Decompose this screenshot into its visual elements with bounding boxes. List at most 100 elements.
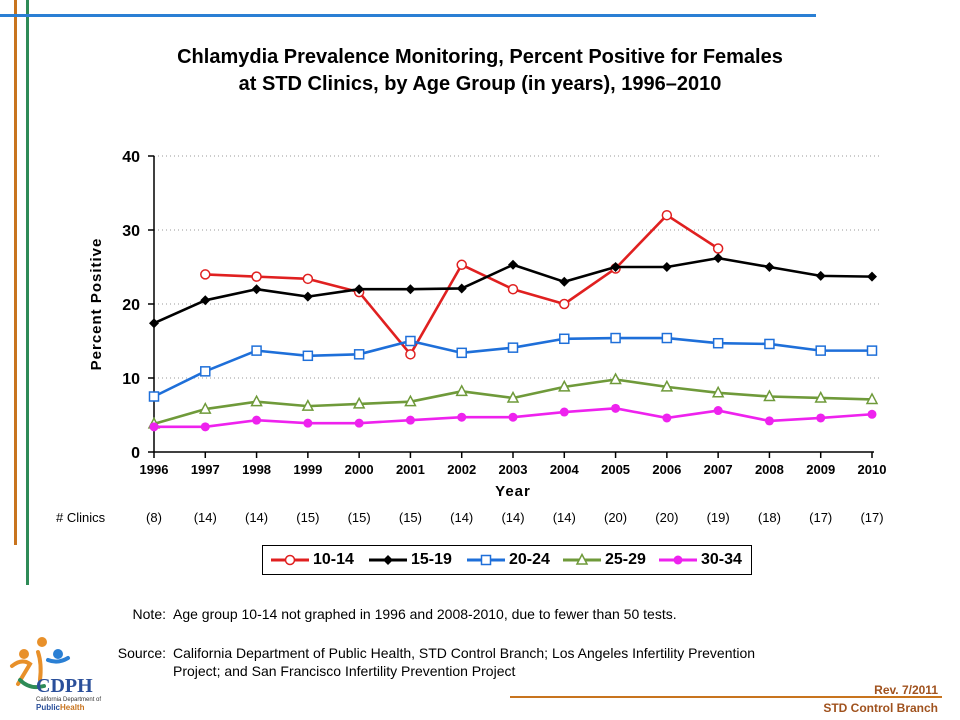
x-tick-label-1998: 1998: [242, 462, 271, 477]
point-20-24-2008: [764, 338, 775, 350]
left-green-rule: [26, 0, 29, 585]
series-lines: [147, 209, 879, 432]
point-30-34-2000: [354, 418, 364, 428]
y-tick-label-40: 40: [122, 149, 140, 166]
y-tick-label-30: 30: [122, 223, 140, 240]
point-30-34-1998: [252, 415, 262, 425]
legend-label-30-34: 30-34: [701, 551, 742, 568]
point-20-24-1998: [251, 345, 262, 356]
point-25-29-2004: [558, 379, 571, 392]
source-label: Source:: [117, 645, 166, 661]
logo-abbrev: CDPH: [36, 675, 93, 697]
line-chart: 0 10 20 30 40 1996 1997 1998 1999 2000 2001 2002 200…: [88, 149, 886, 500]
clinics-count-2001: (15): [398, 510, 422, 525]
x-tick-label-2002: 2002: [447, 462, 476, 477]
series-30-34: [149, 403, 877, 432]
point-25-29-2005: [609, 372, 622, 385]
clinics-count-2000: (15): [347, 510, 371, 525]
legend-label-25-29: 25-29: [605, 551, 646, 568]
x-tick-label-2009: 2009: [806, 462, 835, 477]
point-20-24-1997: [200, 366, 211, 377]
note-text: Age group 10-14 not graphed in 1996 and …: [173, 606, 677, 622]
legend-swatch-30-34: [659, 555, 697, 565]
clinics-count-2003: (14): [501, 510, 525, 525]
point-20-24-2002: [456, 347, 467, 359]
point-30-34-2002: [457, 412, 467, 422]
legend-label-10-14: 10-14: [313, 551, 354, 568]
clinics-count-1996: (8): [146, 510, 162, 525]
legend-swatch-10-14: [271, 554, 309, 566]
point-20-24-2003: [507, 342, 519, 353]
point-30-34-2010: [867, 409, 877, 419]
x-tick-label-2000: 2000: [345, 462, 374, 477]
cdph-logo-graphic: CDPH California Department of PublicHeal…: [10, 637, 101, 712]
point-25-29-2010: [865, 392, 879, 405]
point-15-19-1996: [149, 318, 159, 329]
point-15-19-2010: [867, 271, 877, 282]
point-15-19-1999: [302, 291, 313, 302]
point-20-24-2009: [815, 345, 826, 356]
x-tick-label-2008: 2008: [755, 462, 784, 477]
point-25-29-1999: [301, 399, 315, 411]
point-15-19-2001: [405, 284, 416, 295]
left-orange-rule: [14, 0, 17, 545]
point-10-14-1999: [302, 273, 314, 285]
point-30-34-2004: [559, 407, 569, 417]
legend-label-15-19: 15-19: [411, 551, 452, 568]
clinics-count-1997: (14): [193, 510, 217, 525]
clinics-count-2008: (18): [757, 510, 781, 525]
legend-item-20-24: 20-24: [465, 546, 560, 574]
axes: 0 10 20 30 40 1996 1997 1998 1999 2000 2001 2002 200…: [122, 149, 886, 477]
grid-lines: [154, 155, 880, 379]
point-25-29-1998: [250, 394, 263, 407]
clinics-count-2009: (17): [809, 510, 833, 525]
point-25-29-2009: [814, 390, 827, 403]
point-10-14-2001: [405, 349, 416, 360]
chart-title: Chlamydia Prevalence Monitoring, Percent…: [80, 44, 880, 98]
x-tick-label-2006: 2006: [652, 462, 681, 477]
point-25-29-2003: [506, 390, 520, 403]
legend-swatch-20-24: [467, 554, 505, 566]
clinics-count-row: # Clinics (8) (14) (14) (15) (15) (15) (14) (14…: [0, 510, 960, 530]
cdph-logo: CDPH California Department of PublicHeal…: [8, 630, 118, 715]
legend-item-10-14: 10-14: [269, 546, 364, 574]
point-25-29-2006: [660, 379, 674, 392]
series-25-29: [147, 372, 879, 429]
point-20-24-1996: [148, 391, 160, 402]
point-10-14-2006: [661, 209, 673, 221]
point-30-34-2008: [764, 416, 774, 426]
point-15-19-2009: [815, 270, 826, 281]
point-25-29-2008: [763, 389, 776, 402]
legend-item-15-19: 15-19: [367, 546, 462, 574]
legend-label-20-24: 20-24: [509, 551, 550, 568]
point-15-19-2007: [713, 253, 724, 264]
top-blue-rule: [0, 14, 816, 17]
legend-swatch-15-19: [369, 555, 407, 565]
clinics-label: # Clinics: [56, 510, 106, 525]
point-20-24-2010: [866, 345, 878, 356]
x-tick-label-2005: 2005: [601, 462, 630, 477]
legend-item-30-34: 30-34: [657, 546, 749, 574]
point-20-24-2005: [610, 332, 621, 344]
clinics-count-2005: (20): [604, 510, 628, 525]
point-30-34-2006: [662, 413, 672, 423]
clinics-count-2007: (19): [706, 510, 730, 525]
clinics-count-2004: (14): [552, 510, 576, 525]
point-15-19-2003: [508, 259, 518, 270]
x-tick-label-2003: 2003: [499, 462, 528, 477]
x-tick-label-1996: 1996: [140, 462, 169, 477]
x-tick-label-2004: 2004: [550, 462, 580, 477]
point-25-29-2002: [455, 384, 468, 397]
logo-org-line-1: California Department of: [36, 697, 101, 703]
x-tick-label-2010: 2010: [858, 462, 887, 477]
series-20-24: [148, 332, 878, 402]
point-10-14-2004: [559, 298, 570, 310]
source-text-line-1: California Department of Public Health, …: [173, 645, 756, 661]
point-10-14-1998: [251, 271, 262, 282]
point-25-29-2000: [352, 396, 366, 409]
point-15-19-2000: [354, 284, 365, 295]
x-tick-label-2001: 2001: [396, 462, 425, 477]
y-tick-label-20: 20: [122, 297, 140, 314]
point-20-24-1999: [302, 350, 314, 362]
point-30-34-1997: [200, 422, 210, 432]
